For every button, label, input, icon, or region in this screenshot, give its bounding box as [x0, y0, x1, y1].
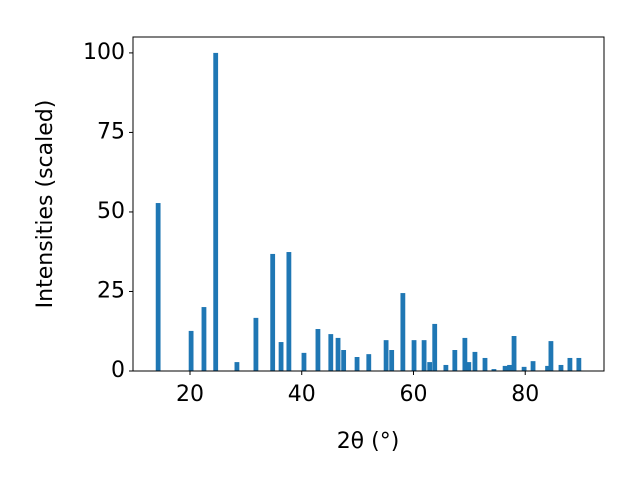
bar	[253, 317, 259, 371]
bar	[270, 253, 276, 371]
bar	[462, 337, 468, 371]
bar	[567, 357, 573, 371]
bar	[315, 329, 321, 371]
bar	[389, 350, 395, 371]
x-tick-label: 60	[399, 382, 427, 407]
bar	[443, 364, 449, 371]
bar	[507, 364, 512, 371]
y-axis-label: Intensities (scaled)	[33, 100, 58, 309]
bar	[383, 340, 389, 371]
plot-frame	[132, 36, 605, 372]
bar	[188, 330, 194, 371]
bar	[341, 350, 347, 371]
bar	[576, 357, 582, 371]
bar	[278, 342, 284, 371]
bar	[558, 364, 564, 371]
bar	[213, 52, 219, 372]
bar	[286, 252, 292, 371]
bar	[354, 357, 360, 371]
bar	[548, 341, 554, 371]
bar	[521, 366, 527, 371]
bar	[452, 350, 458, 371]
x-tick-label: 20	[176, 382, 204, 407]
y-tick-label: 75	[97, 119, 125, 144]
bar	[472, 351, 478, 371]
bar	[482, 357, 488, 371]
bar	[400, 293, 406, 371]
y-tick-label: 50	[97, 199, 125, 224]
bar	[421, 340, 427, 371]
bar	[328, 334, 334, 371]
bar	[411, 340, 417, 371]
bar	[427, 362, 433, 371]
y-tick-label: 25	[97, 278, 125, 303]
x-axis-label: 2θ (°)	[337, 429, 400, 454]
bar	[530, 361, 536, 371]
bar	[466, 362, 472, 371]
bar	[502, 365, 508, 371]
bar	[366, 354, 372, 371]
y-tick-label: 0	[111, 358, 125, 383]
bar	[511, 336, 517, 371]
x-tick-label: 80	[511, 382, 539, 407]
y-tick-label: 100	[83, 40, 125, 65]
bar	[201, 307, 207, 371]
bar	[301, 352, 307, 371]
bar	[155, 203, 161, 371]
x-tick-label: 40	[288, 382, 316, 407]
bar	[335, 337, 341, 371]
bar	[491, 369, 497, 371]
bar	[234, 362, 240, 371]
bar	[432, 323, 438, 371]
bar	[545, 365, 550, 371]
